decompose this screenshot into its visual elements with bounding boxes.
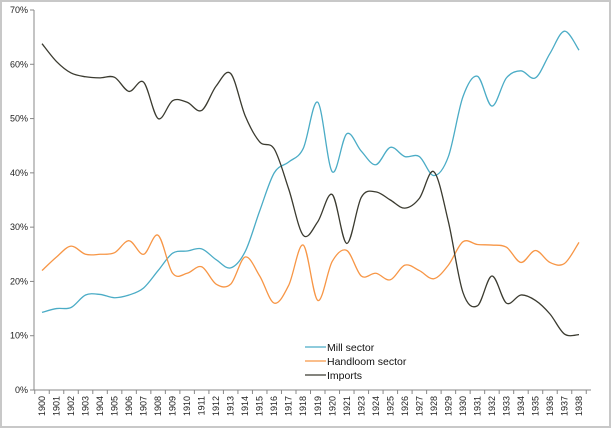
x-tick-label: 1923 [356, 396, 366, 416]
x-tick-label: 1904 [95, 396, 105, 416]
x-tick-label: 1937 [559, 396, 569, 416]
series-line-handloom-sector [41, 234, 580, 304]
legend-label: Imports [327, 370, 362, 382]
x-tick-label: 1927 [414, 396, 424, 416]
series-line-imports [41, 43, 580, 337]
y-tick-label: 50% [10, 114, 28, 124]
x-tick-label: 1916 [269, 396, 279, 416]
x-tick-label: 1909 [168, 396, 178, 416]
legend-label: Mill sector [327, 342, 375, 354]
y-tick-label: 20% [10, 276, 28, 286]
x-tick-label: 1917 [284, 396, 294, 416]
x-tick-label: 1905 [110, 396, 120, 416]
y-tick-label: 70% [10, 5, 28, 15]
x-tick-label: 1906 [124, 396, 134, 416]
x-tick-label: 1913 [226, 396, 236, 416]
x-tick-label: 1920 [327, 396, 337, 416]
x-tick-label: 1907 [139, 396, 149, 416]
x-tick-label: 1900 [37, 396, 47, 416]
x-tick-label: 1901 [52, 396, 62, 416]
x-tick-label: 1929 [443, 396, 453, 416]
x-tick-label: 1921 [342, 396, 352, 416]
x-tick-label: 1938 [574, 396, 584, 416]
y-tick-label: 10% [10, 331, 28, 341]
x-tick-label: 1903 [81, 396, 91, 416]
x-tick-label: 1911 [197, 396, 207, 415]
y-tick-label: 60% [10, 59, 28, 69]
x-tick-label: 1912 [211, 396, 221, 416]
y-tick-label: 30% [10, 222, 28, 232]
y-tick-label: 40% [10, 168, 28, 178]
x-tick-label: 1902 [66, 396, 76, 416]
x-tick-label: 1935 [530, 396, 540, 416]
x-tick-label: 1936 [545, 396, 555, 416]
x-tick-label: 1932 [487, 396, 497, 416]
x-tick-label: 1918 [298, 396, 308, 416]
x-tick-label: 1919 [313, 396, 323, 416]
x-tick-label: 1931 [472, 396, 482, 416]
x-tick-label: 1933 [501, 396, 511, 416]
x-tick-label: 1930 [458, 396, 468, 416]
series-line-mill-sector [41, 30, 580, 313]
x-tick-label: 1914 [240, 396, 250, 416]
x-tick-label: 1934 [516, 396, 526, 416]
y-tick-label: 0% [15, 385, 28, 395]
x-tick-label: 1926 [400, 396, 410, 416]
x-tick-label: 1910 [182, 396, 192, 416]
x-tick-label: 1925 [385, 396, 395, 416]
x-tick-label: 1924 [371, 396, 381, 416]
x-tick-label: 1908 [153, 396, 163, 416]
x-tick-label: 1928 [429, 396, 439, 416]
legend-label: Handloom sector [327, 356, 407, 368]
x-tick-label: 1915 [255, 396, 265, 416]
